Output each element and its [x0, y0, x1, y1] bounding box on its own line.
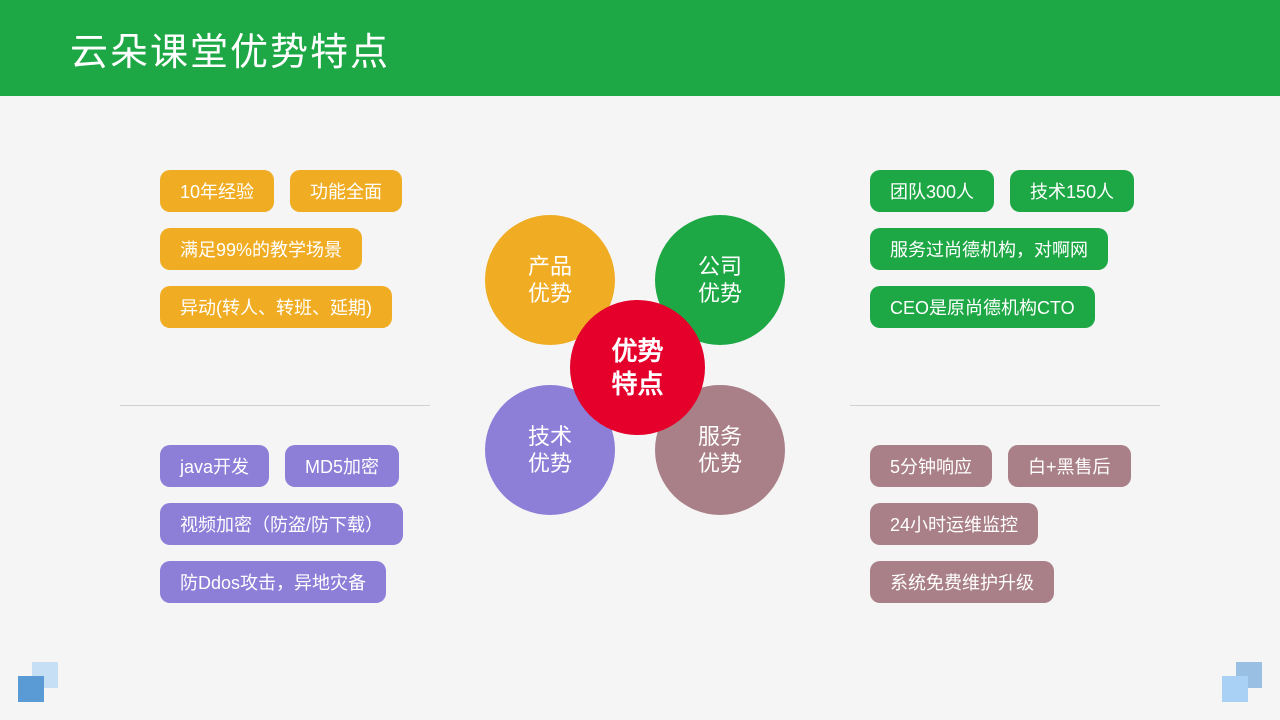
tech-tag: MD5加密	[285, 445, 399, 487]
petal-label: 公司	[698, 253, 742, 281]
petal-label: 优势	[698, 280, 742, 308]
product-row: 异动(转人、转班、延期)	[160, 286, 392, 328]
slide: 云朵课堂优势特点 10年经验功能全面满足99%的教学场景异动(转人、转班、延期)…	[0, 0, 1280, 720]
product-row: 10年经验功能全面	[160, 170, 402, 212]
service-tag: 5分钟响应	[870, 445, 992, 487]
service-row: 24小时运维监控	[870, 503, 1038, 545]
company-tag: 服务过尚德机构，对啊网	[870, 228, 1108, 270]
petal-label: 技术	[528, 423, 572, 451]
corner-decoration-icon	[18, 662, 58, 702]
tech-advantage-tags: java开发 MD5加密视频加密（防盗/防下载） 防Ddos攻击，异地灾备	[160, 445, 403, 603]
service-advantage-tags: 5分钟响应白+黑售后 24小时运维监控系统免费维护升级	[870, 445, 1131, 603]
service-row: 5分钟响应白+黑售后	[870, 445, 1131, 487]
page-title: 云朵课堂优势特点	[70, 21, 390, 76]
petal-label: 优势	[528, 280, 572, 308]
tech-row: 视频加密（防盗/防下载）	[160, 503, 403, 545]
tech-row: 防Ddos攻击，异地灾备	[160, 561, 386, 603]
petal-label: 服务	[698, 423, 742, 451]
tech-row: java开发 MD5加密	[160, 445, 399, 487]
product-tag: 功能全面	[290, 170, 402, 212]
header-bar: 云朵课堂优势特点	[0, 0, 1280, 96]
product-tag: 异动(转人、转班、延期)	[160, 286, 392, 328]
service-tag: 24小时运维监控	[870, 503, 1038, 545]
center-label: 特点	[611, 368, 663, 401]
center-circle: 优势 特点	[570, 300, 705, 435]
product-advantage-tags: 10年经验功能全面满足99%的教学场景异动(转人、转班、延期)	[160, 170, 402, 328]
center-diagram: 产品 优势 公司 优势 技术 优势 服务 优势 优势 特点	[485, 215, 795, 525]
company-row: CEO是原尚德机构CTO	[870, 286, 1095, 328]
company-advantage-tags: 团队300人技术150人服务过尚德机构，对啊网CEO是原尚德机构CTO	[870, 170, 1134, 328]
company-tag: 技术150人	[1010, 170, 1134, 212]
company-tag: 团队300人	[870, 170, 994, 212]
petal-label: 优势	[528, 450, 572, 478]
divider-left	[120, 405, 430, 406]
petal-label: 产品	[528, 253, 572, 281]
tech-tag: java开发	[160, 445, 269, 487]
service-row: 系统免费维护升级	[870, 561, 1054, 603]
corner-decoration-icon	[1222, 662, 1262, 702]
service-tag: 系统免费维护升级	[870, 561, 1054, 603]
product-tag: 10年经验	[160, 170, 274, 212]
product-row: 满足99%的教学场景	[160, 228, 362, 270]
tech-tag: 防Ddos攻击，异地灾备	[160, 561, 386, 603]
company-row: 团队300人技术150人	[870, 170, 1134, 212]
center-label: 优势	[611, 335, 663, 368]
company-row: 服务过尚德机构，对啊网	[870, 228, 1108, 270]
company-tag: CEO是原尚德机构CTO	[870, 286, 1095, 328]
divider-right	[850, 405, 1160, 406]
service-tag: 白+黑售后	[1008, 445, 1131, 487]
tech-tag: 视频加密（防盗/防下载）	[160, 503, 403, 545]
product-tag: 满足99%的教学场景	[160, 228, 362, 270]
petal-label: 优势	[698, 450, 742, 478]
